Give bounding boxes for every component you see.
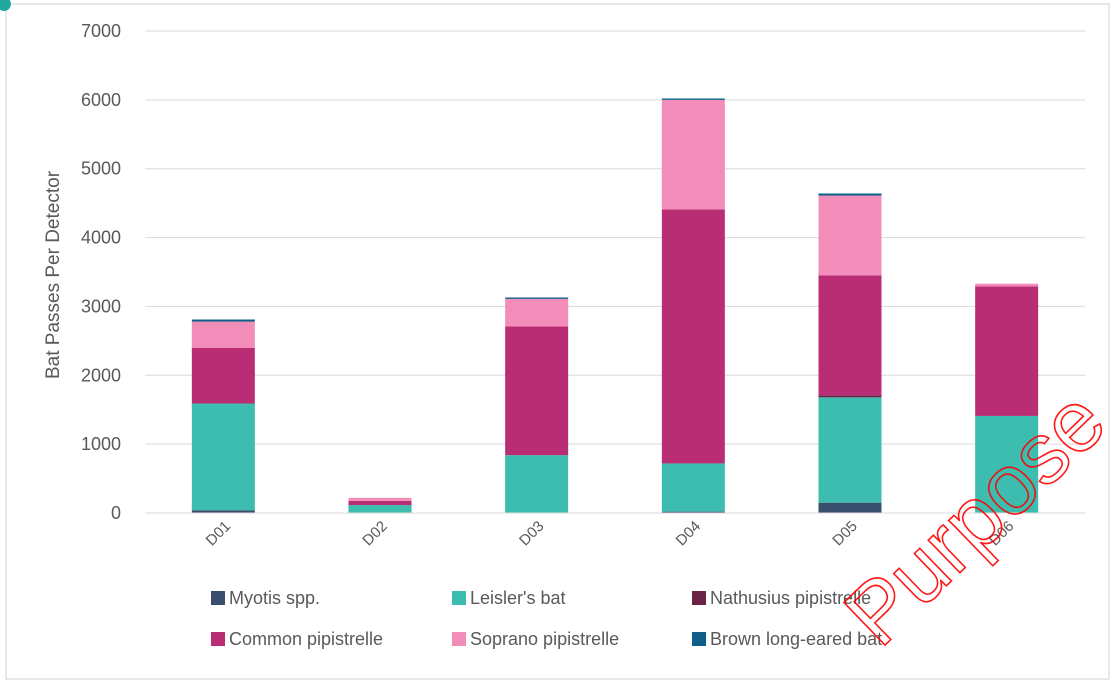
bar-segment (661, 463, 725, 512)
bar-segment (975, 286, 1039, 416)
bar-segment (818, 397, 882, 503)
legend-swatch (211, 591, 225, 605)
gridlines (145, 30, 1085, 445)
bar-segment (348, 497, 412, 501)
bar-segment (818, 275, 882, 396)
y-tick-label: 6000 (81, 90, 121, 110)
legend: Myotis spp. Leisler's bat Nathusius pipist… (211, 588, 882, 649)
bar-segment (191, 403, 255, 511)
legend-swatch (692, 632, 706, 646)
y-tick-label: 4000 (81, 228, 121, 248)
y-tick-label: 7000 (81, 21, 121, 41)
legend-swatch (211, 632, 225, 646)
y-tick-label: 3000 (81, 296, 121, 316)
bar-segment (975, 283, 1039, 287)
legend-label: Leisler's bat (470, 588, 565, 608)
bar-segment (661, 99, 725, 210)
bar-segment (505, 326, 569, 456)
bar-segment (975, 415, 1039, 513)
legend-label: Common pipistrelle (229, 629, 383, 649)
y-axis-label: Bat Passes Per Detector (43, 170, 64, 379)
legend-swatch (452, 632, 466, 646)
y-tick-label: 1000 (81, 434, 121, 454)
y-tick-label: 5000 (81, 159, 121, 179)
bar-segment (818, 502, 882, 513)
bar-segment (191, 319, 255, 322)
bar-segment (191, 510, 255, 513)
bar-segment (191, 321, 255, 348)
bar-segment (818, 395, 882, 398)
y-tick-label: 0 (111, 503, 121, 523)
bars (191, 98, 1039, 514)
bar-segment (348, 505, 412, 513)
legend-label: Myotis spp. (229, 588, 320, 608)
bar-segment (818, 193, 882, 196)
legend-label: Brown long-eared bat (710, 629, 882, 649)
bar-segment (505, 298, 569, 327)
y-tick-label: 2000 (81, 365, 121, 385)
legend-label: Soprano pipistrelle (470, 629, 619, 649)
bar-segment (818, 195, 882, 276)
bar-segment (661, 98, 725, 100)
legend-swatch (452, 591, 466, 605)
corner-marker (0, 0, 11, 11)
bar-segment (348, 500, 412, 506)
bar-segment (661, 511, 725, 513)
bar-segment (505, 455, 569, 513)
bar-segment (661, 209, 725, 464)
bar-segment (505, 297, 569, 299)
y-axis-ticks: 0 1000 2000 3000 4000 5000 6000 7000 (81, 21, 121, 523)
legend-label: Nathusius pipistrelle (710, 588, 871, 608)
legend-swatch (692, 591, 706, 605)
bar-segment (191, 347, 255, 404)
